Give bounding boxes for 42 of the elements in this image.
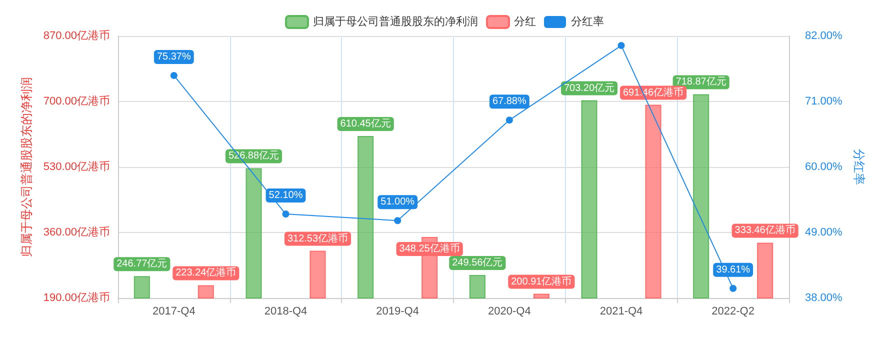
x-tick-label: 2021-Q4 [600,306,643,318]
data-label: 610.45亿元 [340,118,391,130]
data-label: 718.87亿元 [676,76,726,88]
y-tick-label: 870.00亿港币 [43,29,110,42]
point [170,72,178,79]
y2-tick-label: 71.00% [805,96,843,108]
y2-tick-label: 49.00% [805,226,843,238]
point [394,217,402,224]
data-label: 51.00% [380,196,415,208]
x-tick-label: 2022-Q2 [712,306,754,318]
data-label: 67.88% [492,96,526,108]
y2-tick-label: 38.00% [805,292,843,304]
data-label: 312.53亿港币 [287,232,348,244]
point [618,42,625,50]
data-label: 348.25亿港币 [399,242,460,255]
y2-tick-label: 60.00% [805,161,843,173]
y-axis-title: 归属于母公司普通股股东的净利润 [19,77,34,257]
y2-axis-title: 分红率 [852,149,866,185]
legend-label: 归属于母公司普通股股东的净利润 [313,15,478,28]
y-tick-label: 190.00亿港币 [43,291,110,304]
y2-tick-label: 82.00% [805,30,843,42]
legend-label: 分红 [514,16,536,28]
x-tick-label: 2018-Q4 [264,306,308,318]
y-tick-label: 530.00亿港币 [43,160,110,173]
point [282,210,290,218]
y-tick-label: 360.00亿港币 [43,226,110,238]
x-tick-label: 2019-Q4 [376,306,419,318]
data-label: 52.10% [268,190,303,202]
data-label: 39.61% [716,264,750,276]
data-label: 333.46亿港币 [734,224,796,236]
legend-label: 分红率 [571,15,604,28]
x-tick-label: 2017-Q4 [152,306,196,318]
point [506,116,513,124]
point [730,284,737,292]
data-label: 249.56亿元 [452,258,503,269]
y-tick-label: 700.00亿港币 [43,94,110,108]
x-tick-label: 2020-Q4 [488,306,531,318]
data-label: 246.77亿元 [116,258,168,270]
data-label: 223.24亿港币 [176,266,236,279]
data-label: 200.91亿港币 [511,275,572,288]
data-label: 703.20亿元 [564,82,615,94]
data-label: 75.37% [156,51,191,62]
